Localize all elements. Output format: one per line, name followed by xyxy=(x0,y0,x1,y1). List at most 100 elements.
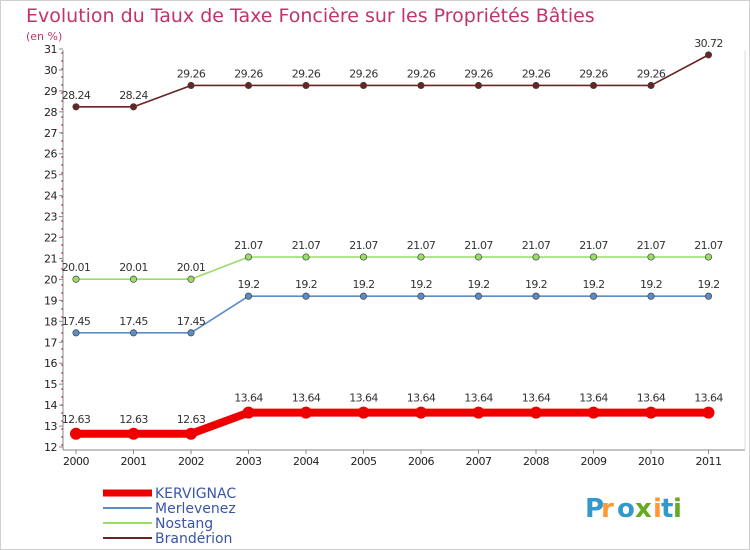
series-line-kervignac xyxy=(72,408,713,438)
data-label: 17.45 xyxy=(177,315,206,328)
data-point xyxy=(647,253,655,261)
data-point xyxy=(589,81,598,89)
y-tick-label: 28 xyxy=(44,106,57,119)
data-point xyxy=(474,81,483,89)
data-point xyxy=(589,292,598,300)
data-label: 12.63 xyxy=(62,413,91,426)
data-point xyxy=(704,292,713,300)
data-label: 29.26 xyxy=(349,67,378,80)
data-point xyxy=(187,275,195,283)
series-line-merlevenez xyxy=(75,295,710,334)
data-label: 20.01 xyxy=(119,261,148,274)
x-tick-label: 2001 xyxy=(121,455,147,468)
data-point xyxy=(359,81,368,89)
logo-letter: o xyxy=(617,494,635,524)
data-point xyxy=(532,81,540,89)
logo-letter: i xyxy=(673,494,682,524)
data-label: 29.26 xyxy=(464,67,493,80)
y-axis-label: (en %) xyxy=(26,30,62,43)
x-tick-label: 2000 xyxy=(63,455,89,468)
y-tick-label: 19 xyxy=(44,294,57,307)
data-point xyxy=(187,329,195,337)
plot-area: 12 13 14 15 16 17 18 19 20 21 22 23 24 25 26 27 28 29 30 31… xyxy=(44,37,746,468)
data-label: 21.07 xyxy=(579,239,608,252)
x-tick-label: 2006 xyxy=(408,455,434,468)
data-label: 21.07 xyxy=(694,239,723,252)
x-tick-label: 2009 xyxy=(581,455,607,468)
data-point xyxy=(302,81,310,89)
data-point xyxy=(244,292,253,300)
data-label: 13.64 xyxy=(694,392,723,405)
data-point xyxy=(129,329,138,337)
data-label: 19.2 xyxy=(295,278,317,291)
logo-letter: r xyxy=(601,494,614,524)
y-tick-label: 15 xyxy=(44,378,57,391)
legend-label-kervignac: KERVIGNAC xyxy=(155,486,236,502)
data-label: 13.64 xyxy=(522,392,551,405)
data-label: 29.26 xyxy=(234,67,263,80)
data-label: 20.01 xyxy=(177,261,206,274)
data-point xyxy=(359,292,368,300)
data-label: 19.2 xyxy=(697,278,719,291)
data-label: 12.63 xyxy=(177,413,206,426)
data-point xyxy=(242,406,255,419)
x-tick-label: 2004 xyxy=(293,455,319,468)
data-label: 28.24 xyxy=(62,89,91,102)
data-point xyxy=(72,275,80,283)
y-tick-label: 14 xyxy=(44,399,57,412)
y-tick-label: 23 xyxy=(44,211,57,224)
x-tick-label: 2002 xyxy=(178,455,204,468)
data-point xyxy=(645,406,657,419)
y-tick-label: 25 xyxy=(44,169,57,182)
data-label: 13.64 xyxy=(407,392,436,405)
data-label: 19.2 xyxy=(467,278,489,291)
x-tick-label: 2003 xyxy=(236,455,262,468)
data-point xyxy=(129,103,138,111)
y-tick-label: 22 xyxy=(44,232,57,245)
legend-label-merlevenez: Merlevenez xyxy=(155,501,236,517)
data-point xyxy=(70,427,82,440)
data-label: 29.26 xyxy=(177,67,206,80)
logo-letter: P xyxy=(585,494,604,524)
data-label: 19.2 xyxy=(410,278,432,291)
data-point xyxy=(244,253,253,261)
y-tick-label: 29 xyxy=(44,85,57,98)
data-label: 19.2 xyxy=(237,278,259,291)
data-point xyxy=(702,406,715,419)
data-point xyxy=(587,406,600,419)
data-label: 21.07 xyxy=(464,239,493,252)
x-tick-label: 2005 xyxy=(351,455,377,468)
data-point xyxy=(647,81,655,89)
data-point xyxy=(300,406,312,419)
data-label: 20.01 xyxy=(62,261,91,274)
proxiti-logo: Pr o x i t i xyxy=(585,494,682,524)
x-tick-label: 2010 xyxy=(638,455,664,468)
y-tick-label: 21 xyxy=(44,252,57,265)
data-label: 19.2 xyxy=(582,278,604,291)
x-tick-label: 2008 xyxy=(523,455,549,468)
data-point xyxy=(127,427,140,440)
data-point xyxy=(417,81,425,89)
data-point xyxy=(129,275,138,283)
data-label: 29.26 xyxy=(407,67,436,80)
logo-letter: x xyxy=(635,494,652,524)
data-label: 13.64 xyxy=(292,392,321,405)
legend-label-nostang: Nostang xyxy=(155,516,213,532)
x-tick-label: 2011 xyxy=(696,455,722,468)
x-tick-label: 2007 xyxy=(466,455,492,468)
data-point xyxy=(589,253,598,261)
data-label: 21.07 xyxy=(234,239,263,252)
data-point xyxy=(415,406,427,419)
data-point xyxy=(72,103,80,111)
y-tick-label: 27 xyxy=(44,127,57,140)
data-label: 21.07 xyxy=(407,239,436,252)
data-point xyxy=(72,329,80,337)
data-label: 19.2 xyxy=(352,278,374,291)
data-point xyxy=(704,51,713,59)
data-point xyxy=(474,253,483,261)
data-label: 29.26 xyxy=(637,67,666,80)
data-label: 13.64 xyxy=(234,392,263,405)
